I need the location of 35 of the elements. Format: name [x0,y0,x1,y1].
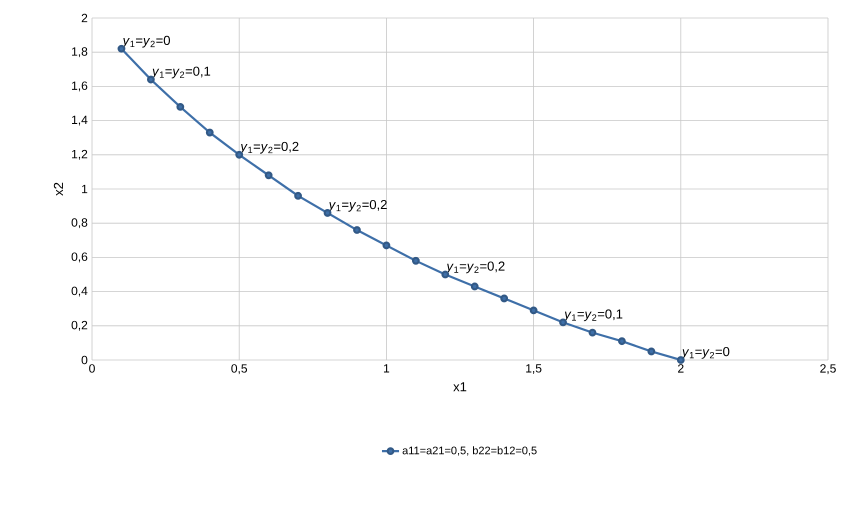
point [324,209,332,217]
y-tick-label: 1,2 [72,150,88,160]
point [412,256,420,265]
y-tick-label: 1,8 [72,47,88,58]
x-tick-label: 1,5 [526,364,542,374]
point [530,306,538,314]
x-tick-label: 2 [678,364,684,373]
point [206,128,214,136]
point [588,328,596,337]
y-tick-label: 2 [82,14,88,22]
point [618,337,626,346]
x-tick-label: 2,5 [820,364,836,374]
y-tick-label: 0,4 [72,286,88,297]
y-tick-label: 0,6 [72,252,88,262]
y-tick-label: 1,4 [72,116,88,126]
x-tick-label: 0,5 [231,364,248,374]
y-tick-label: 0,8 [72,218,88,228]
point [264,171,273,180]
point [647,348,656,356]
x-axis-title: x1 [453,382,466,392]
point [559,318,567,326]
y-tick-label: 0 [82,356,88,364]
y-tick-label: 1,6 [72,81,88,92]
legend-label: a11=a21=0,5, b22=b12=0,5 [402,446,537,456]
y-tick-label: 0,2 [72,320,88,331]
x-tick-label: 1 [384,364,390,372]
point [176,103,184,111]
point [294,192,302,200]
x-tick-label: 0 [89,364,95,373]
point [500,294,508,302]
point [382,242,390,250]
point [353,226,361,234]
y-tick-label: 1 [82,184,88,194]
point [470,282,479,290]
y-axis-title: x2 [54,182,63,196]
